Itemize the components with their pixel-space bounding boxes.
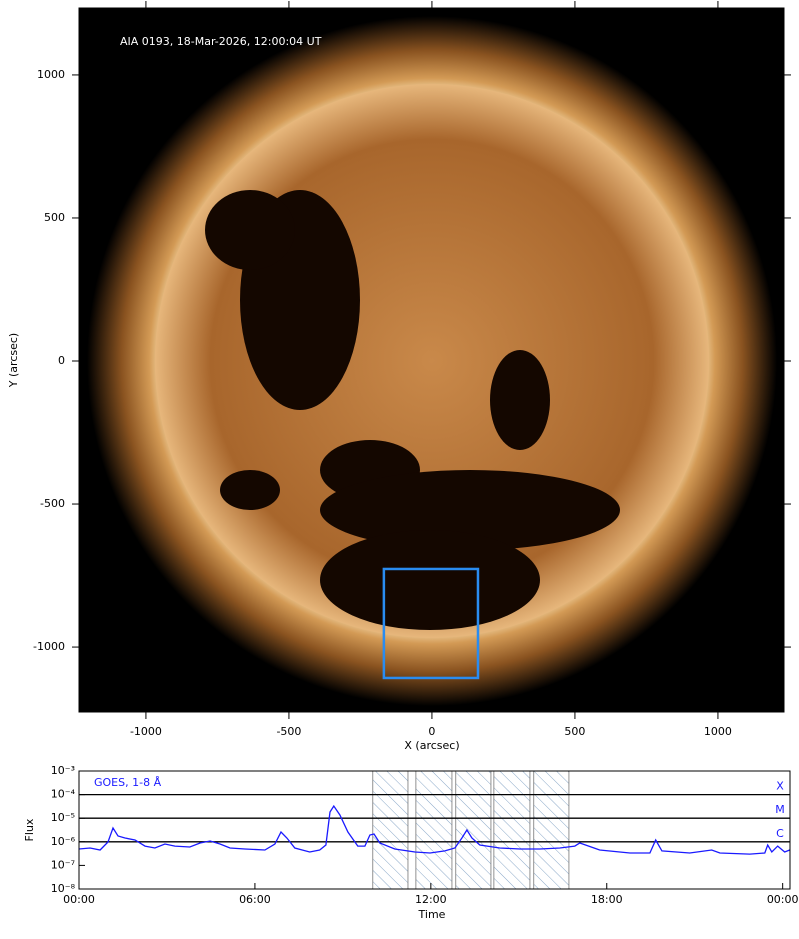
y-tick-label: 500 xyxy=(44,211,65,224)
solar-image xyxy=(79,8,784,712)
time-window xyxy=(372,770,409,890)
plot-frame xyxy=(78,770,791,890)
legend-label: GOES, 1-8 Å xyxy=(94,776,162,789)
x-tick-label: 00:00 xyxy=(767,893,799,906)
x-tick-label: 12:00 xyxy=(415,893,447,906)
time-window xyxy=(533,770,570,890)
flux-line xyxy=(78,804,790,855)
y-tick-label: 10⁻³ xyxy=(51,764,75,777)
y-tick-label: 10⁻⁷ xyxy=(51,858,75,871)
x-tick-label: 1000 xyxy=(704,725,732,738)
y-tick-label: 10⁻⁸ xyxy=(51,882,76,895)
y-axis-label: Flux xyxy=(23,818,36,841)
x-axis-label: X (arcsec) xyxy=(404,739,459,752)
x-axis-label: Time xyxy=(418,908,446,921)
time-window xyxy=(455,770,492,890)
y-tick-label: -500 xyxy=(40,497,65,510)
time-window xyxy=(493,770,531,890)
x-tick-label: -500 xyxy=(276,725,301,738)
time-window xyxy=(415,770,453,890)
x-tick-label: -1000 xyxy=(130,725,162,738)
x-tick-label: 500 xyxy=(564,725,585,738)
x-tick-label: 00:00 xyxy=(63,893,95,906)
y-tick-label: 0 xyxy=(58,354,65,367)
x-tick-label: 06:00 xyxy=(239,893,271,906)
x-tick-label: 18:00 xyxy=(591,893,623,906)
y-tick-label: -1000 xyxy=(33,640,65,653)
y-tick-label: 10⁻⁶ xyxy=(51,835,76,848)
x-tick-label: 0 xyxy=(428,725,435,738)
y-tick-label: 1000 xyxy=(37,68,65,81)
coronal-holes xyxy=(205,190,620,630)
region-box xyxy=(382,567,480,680)
y-tick-label: 10⁻⁴ xyxy=(51,788,76,801)
flare-level-label: C xyxy=(776,827,784,840)
image-annotation: AIA 0193, 18-Mar-2026, 12:00:04 UT xyxy=(120,35,322,48)
y-tick-label: 10⁻⁵ xyxy=(51,811,75,824)
flare-level-label: X xyxy=(776,780,784,793)
flare-level-label: M xyxy=(775,803,785,816)
y-axis-label: Y (arcsec) xyxy=(7,333,20,388)
